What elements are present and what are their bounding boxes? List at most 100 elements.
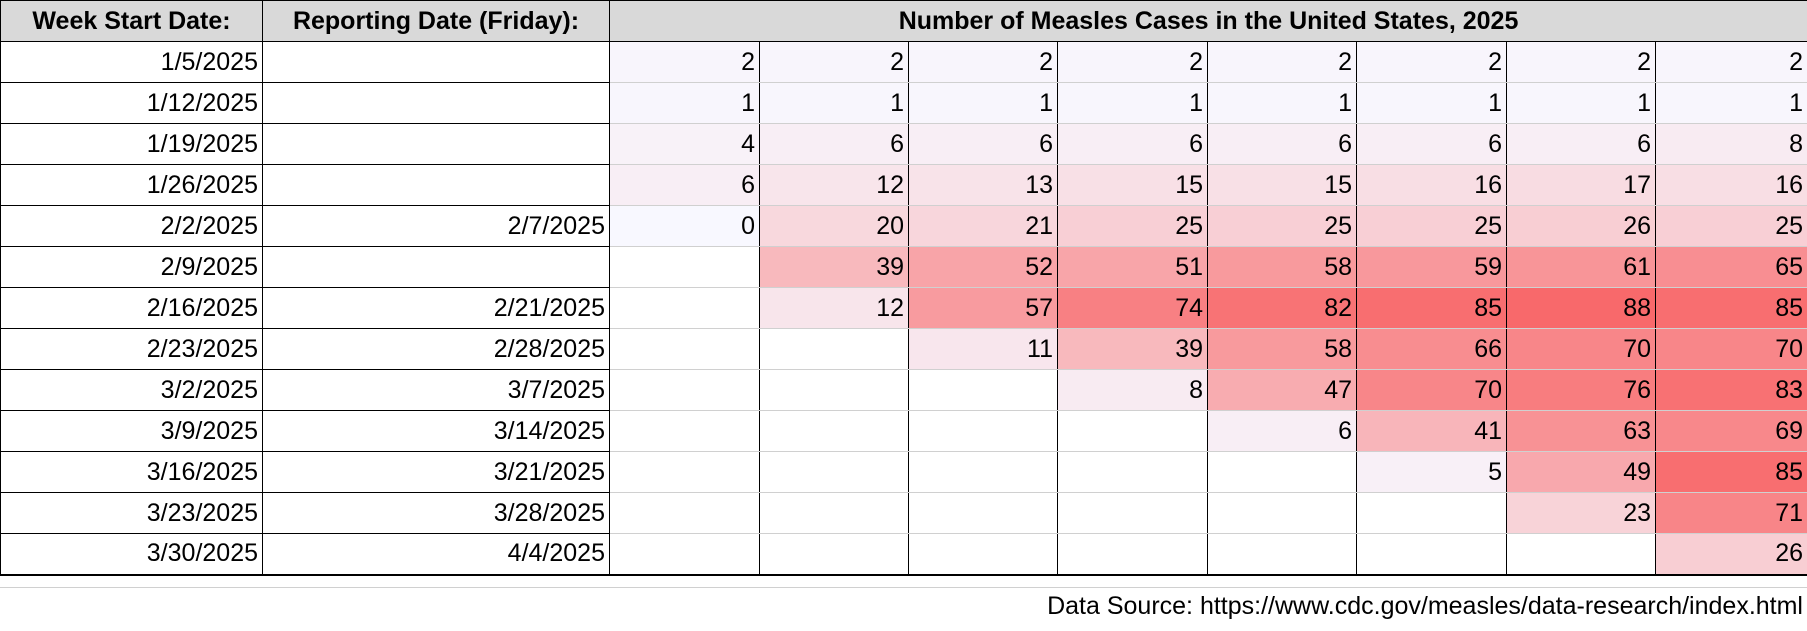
case-count-cell[interactable]: 2 (1656, 42, 1807, 83)
case-count-cell[interactable]: 1 (909, 83, 1058, 124)
case-count-cell[interactable]: 47 (1208, 370, 1357, 411)
case-count-cell[interactable]: 88 (1507, 288, 1656, 329)
case-count-cell[interactable]: 2 (1208, 42, 1357, 83)
case-count-cell[interactable]: 6 (1058, 124, 1208, 165)
case-count-cell[interactable]: 2 (760, 42, 909, 83)
case-count-cell[interactable]: 85 (1656, 288, 1807, 329)
reporting-date-cell[interactable] (263, 247, 610, 288)
case-count-cell[interactable]: 6 (1208, 124, 1357, 165)
case-count-cell[interactable] (1357, 493, 1507, 534)
reporting-date-cell[interactable]: 4/4/2025 (263, 534, 610, 575)
case-count-cell[interactable] (760, 370, 909, 411)
case-count-cell[interactable]: 1 (1058, 83, 1208, 124)
case-count-cell[interactable]: 1 (610, 83, 760, 124)
case-count-cell[interactable]: 20 (760, 206, 909, 247)
case-count-cell[interactable]: 15 (1058, 165, 1208, 206)
week-start-cell[interactable]: 3/23/2025 (1, 493, 263, 534)
case-count-cell[interactable]: 25 (1208, 206, 1357, 247)
case-count-cell[interactable]: 16 (1357, 165, 1507, 206)
case-count-cell[interactable]: 70 (1656, 329, 1807, 370)
case-count-cell[interactable]: 69 (1656, 411, 1807, 452)
case-count-cell[interactable]: 6 (760, 124, 909, 165)
week-start-cell[interactable]: 1/5/2025 (1, 42, 263, 83)
case-count-cell[interactable] (760, 493, 909, 534)
case-count-cell[interactable] (1058, 452, 1208, 493)
case-count-cell[interactable]: 12 (760, 165, 909, 206)
case-count-cell[interactable]: 12 (760, 288, 909, 329)
case-count-cell[interactable]: 2 (909, 42, 1058, 83)
case-count-cell[interactable] (610, 411, 760, 452)
week-start-header[interactable]: Week Start Date: (1, 1, 263, 42)
case-count-cell[interactable]: 6 (610, 165, 760, 206)
case-count-cell[interactable] (909, 452, 1058, 493)
case-count-cell[interactable] (909, 370, 1058, 411)
week-start-cell[interactable]: 2/9/2025 (1, 247, 263, 288)
case-count-cell[interactable] (610, 534, 760, 575)
case-count-cell[interactable]: 26 (1507, 206, 1656, 247)
case-count-cell[interactable]: 6 (909, 124, 1058, 165)
case-count-cell[interactable]: 0 (610, 206, 760, 247)
reporting-date-cell[interactable] (263, 42, 610, 83)
case-count-cell[interactable]: 25 (1656, 206, 1807, 247)
case-count-cell[interactable] (909, 493, 1058, 534)
case-count-cell[interactable]: 66 (1357, 329, 1507, 370)
case-count-cell[interactable]: 71 (1656, 493, 1807, 534)
case-count-cell[interactable] (1058, 493, 1208, 534)
case-count-cell[interactable]: 49 (1507, 452, 1656, 493)
case-count-cell[interactable]: 41 (1357, 411, 1507, 452)
case-count-cell[interactable]: 11 (909, 329, 1058, 370)
case-count-cell[interactable]: 58 (1208, 329, 1357, 370)
case-count-cell[interactable] (1208, 493, 1357, 534)
case-count-cell[interactable]: 39 (1058, 329, 1208, 370)
case-count-cell[interactable] (760, 452, 909, 493)
reporting-date-cell[interactable]: 2/21/2025 (263, 288, 610, 329)
case-count-cell[interactable]: 76 (1507, 370, 1656, 411)
case-count-cell[interactable]: 23 (1507, 493, 1656, 534)
case-count-cell[interactable]: 13 (909, 165, 1058, 206)
case-count-cell[interactable] (760, 329, 909, 370)
case-count-cell[interactable] (760, 411, 909, 452)
week-start-cell[interactable]: 3/2/2025 (1, 370, 263, 411)
case-count-cell[interactable]: 6 (1208, 411, 1357, 452)
case-count-cell[interactable]: 15 (1208, 165, 1357, 206)
case-count-cell[interactable] (1357, 534, 1507, 575)
reporting-date-cell[interactable] (263, 124, 610, 165)
case-count-cell[interactable]: 2 (1357, 42, 1507, 83)
case-count-cell[interactable]: 70 (1507, 329, 1656, 370)
week-start-cell[interactable]: 1/19/2025 (1, 124, 263, 165)
case-count-cell[interactable]: 5 (1357, 452, 1507, 493)
reporting-date-cell[interactable]: 3/21/2025 (263, 452, 610, 493)
reporting-date-cell[interactable]: 3/14/2025 (263, 411, 610, 452)
case-count-cell[interactable]: 26 (1656, 534, 1807, 575)
case-count-cell[interactable]: 70 (1357, 370, 1507, 411)
case-count-cell[interactable] (1208, 452, 1357, 493)
case-count-cell[interactable] (610, 288, 760, 329)
case-count-cell[interactable]: 74 (1058, 288, 1208, 329)
case-count-cell[interactable]: 4 (610, 124, 760, 165)
case-count-cell[interactable] (610, 329, 760, 370)
case-count-cell[interactable]: 83 (1656, 370, 1807, 411)
case-count-cell[interactable] (760, 534, 909, 575)
reporting-date-cell[interactable]: 3/7/2025 (263, 370, 610, 411)
case-count-cell[interactable] (610, 452, 760, 493)
case-count-cell[interactable]: 8 (1656, 124, 1807, 165)
week-start-cell[interactable]: 2/2/2025 (1, 206, 263, 247)
case-count-cell[interactable]: 52 (909, 247, 1058, 288)
case-count-cell[interactable]: 25 (1058, 206, 1208, 247)
week-start-cell[interactable]: 3/16/2025 (1, 452, 263, 493)
week-start-cell[interactable]: 2/23/2025 (1, 329, 263, 370)
case-count-cell[interactable]: 59 (1357, 247, 1507, 288)
case-count-cell[interactable]: 1 (760, 83, 909, 124)
case-count-cell[interactable]: 51 (1058, 247, 1208, 288)
week-start-cell[interactable]: 2/16/2025 (1, 288, 263, 329)
reporting-date-cell[interactable] (263, 165, 610, 206)
week-start-cell[interactable]: 1/12/2025 (1, 83, 263, 124)
case-count-cell[interactable] (909, 411, 1058, 452)
case-count-cell[interactable]: 8 (1058, 370, 1208, 411)
case-count-cell[interactable] (1208, 534, 1357, 575)
case-count-cell[interactable] (909, 534, 1058, 575)
reporting-date-cell[interactable]: 2/7/2025 (263, 206, 610, 247)
case-count-cell[interactable]: 25 (1357, 206, 1507, 247)
reporting-date-cell[interactable]: 3/28/2025 (263, 493, 610, 534)
case-count-cell[interactable]: 1 (1357, 83, 1507, 124)
